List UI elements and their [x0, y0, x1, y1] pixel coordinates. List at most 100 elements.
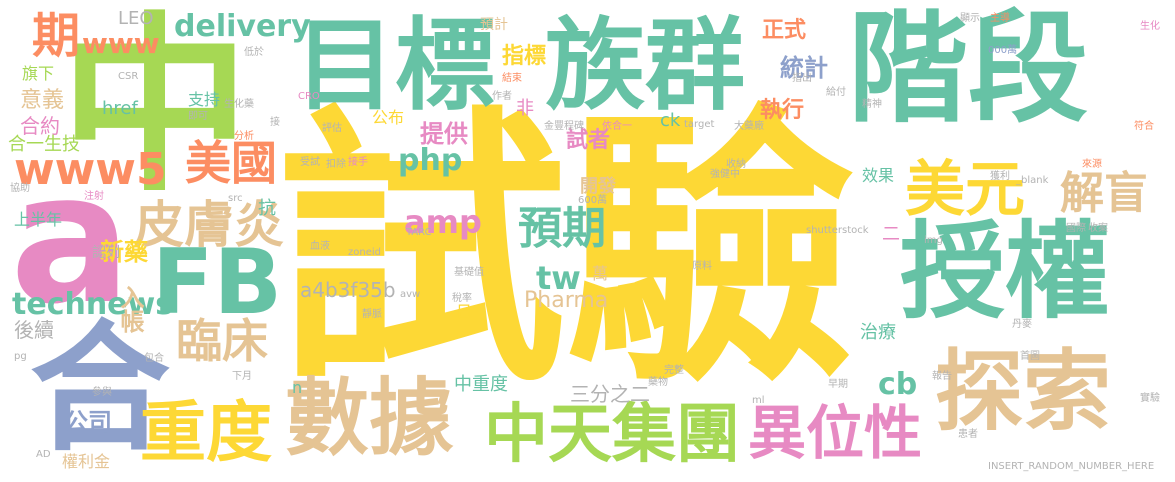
- word-he-yi-sheng-ji: 合一生技: [8, 134, 80, 155]
- word-src: src: [228, 193, 243, 204]
- word-kai-fa: 開發: [580, 176, 616, 197]
- word-img: img: [924, 235, 943, 246]
- word-shang-ban-nian: 上半年: [14, 210, 63, 229]
- word-yi-wei-xing: 異位性: [748, 399, 923, 467]
- word-zhong-zhong-du: 中重度: [454, 374, 508, 395]
- word-huan-zhe: 患者: [958, 429, 978, 440]
- word-hou-xu: 後續: [14, 318, 54, 342]
- word-ri: 日: [456, 302, 473, 321]
- word-zhu-she: 注射: [84, 191, 104, 202]
- word-zoneid: zoneid: [348, 247, 381, 258]
- word-huo-li: 獲利: [990, 171, 1010, 182]
- word-bao-gao: 報告: [932, 371, 952, 382]
- word-tw: tw: [536, 259, 581, 297]
- word-dan-mai: 丹麥: [1012, 319, 1032, 330]
- word-pi-fu-yan: 皮膚炎: [134, 196, 284, 254]
- word-xian-shi: 顯示: [960, 13, 980, 24]
- word-qi: 期: [32, 8, 81, 64]
- word-tarc: TARC: [406, 227, 432, 238]
- word-fb: FB: [152, 230, 283, 335]
- word-jie-shu: 結束: [502, 73, 522, 84]
- word-zhi-chi: 支持: [188, 90, 221, 109]
- word-zhu-dao: 主導: [990, 13, 1010, 24]
- word-xue-ye: 血液: [310, 241, 330, 252]
- word-shi-yan-2: 實驗: [1140, 393, 1160, 404]
- word-shutterstock: shutterstock: [806, 225, 869, 236]
- word-jie-mang: 解盲: [1060, 168, 1148, 219]
- word-a4b3f35b: a4b3f35b: [300, 278, 396, 302]
- word-www5: www5: [14, 144, 167, 195]
- word-guo-ji: 國際: [1066, 223, 1086, 234]
- word-zhi-biao: 指標: [502, 44, 547, 69]
- word-zhi-xing: 執行: [760, 98, 805, 123]
- word-can-yu: 參與: [92, 387, 112, 398]
- word-leo: LEO: [118, 8, 154, 29]
- word-zheng-shi: 正式: [762, 18, 807, 43]
- word-insert: INSERT_RANDOM_NUMBER_HERE: [988, 461, 1155, 472]
- word-pg: pg: [14, 351, 27, 362]
- word-xin-yao: 新藥: [100, 238, 148, 266]
- word-600-wan: 600萬: [578, 195, 608, 206]
- word-zu-qun: 族群: [545, 7, 745, 124]
- word-quan-li-jin: 權利金: [62, 452, 111, 471]
- word-yao-wu: 藥物: [648, 377, 668, 388]
- word-shou-shi: 受試: [300, 157, 320, 168]
- word-mei-yuan: 美元: [905, 155, 1025, 225]
- word-yu-ji: 預計: [480, 17, 508, 33]
- word-he-yue: 合約: [20, 114, 60, 138]
- word-cb: cb: [878, 367, 918, 402]
- word-shi-zhe: 試者: [566, 128, 611, 153]
- word-cro: CRO: [298, 91, 320, 102]
- word-kou-chu: 扣除: [326, 159, 346, 170]
- word-jin-feng: 金豐程碑: [544, 121, 584, 132]
- word-fei: 非: [516, 98, 534, 119]
- word-jing-mai: 靜脈: [362, 309, 382, 320]
- word-blank: _blank: [1016, 175, 1049, 186]
- word-yu-qi: 預期: [518, 203, 606, 254]
- word-xie-zhu: 協助: [10, 183, 30, 194]
- word-shu-ju: 數據: [285, 369, 454, 467]
- word-gong-si: 公司: [64, 408, 112, 436]
- word-xiao-guo: 效果: [862, 166, 895, 185]
- word-sheng-hua: 生化: [1140, 21, 1160, 32]
- word-ml: ml: [752, 395, 765, 406]
- word-gong-bu: 公布: [372, 108, 405, 127]
- word-jie: 接: [270, 117, 280, 128]
- word-wan-zheng: 完整: [664, 365, 684, 376]
- word-zhi-chu: 指出: [792, 73, 812, 84]
- word-fen-xi: 分析: [234, 131, 254, 142]
- word-shui-lv: 稅率: [452, 293, 472, 304]
- word-ji-chu-zhi: 基礎值: [454, 267, 484, 278]
- word-zao-qi: 早期: [828, 379, 848, 390]
- word-shou-tu: 首圖: [1020, 351, 1040, 362]
- word-mei-guo: 美國: [185, 136, 277, 190]
- word-gei-fu: 給付: [826, 87, 846, 98]
- word-delivery: delivery: [174, 9, 311, 44]
- word-shou-quan: 授權: [900, 211, 1111, 333]
- word-n: n: [292, 378, 303, 397]
- word-shi-yan: 試驗: [276, 84, 856, 421]
- word-ck: ck: [660, 110, 681, 131]
- word-mu-biao: 目標: [295, 7, 495, 124]
- word-fu-he: 符合: [1134, 121, 1154, 132]
- word-xia-yue: 下月: [232, 371, 252, 382]
- word-tan-suo: 探索: [935, 340, 1112, 443]
- word-href: href: [102, 98, 138, 119]
- word-zhong-du: 重度: [140, 394, 272, 471]
- word-sheng-hua-yao: 生化藥: [224, 99, 254, 110]
- word-kang: 抗: [258, 198, 276, 219]
- word-jie-shou: 接手: [348, 157, 368, 168]
- word-zuo-zhe: 作者: [492, 91, 512, 102]
- word-qiang-jian: 強健中: [710, 169, 740, 180]
- word-amp: amp: [404, 203, 482, 241]
- word-yi-yi: 意義: [20, 88, 65, 113]
- word-zhi-liao: 治療: [860, 322, 896, 343]
- word-ru-zhang: 入帳: [116, 285, 144, 333]
- word-lai-yuan: 來源: [1082, 159, 1102, 170]
- word-zhong: 中: [60, 0, 251, 217]
- word-lin-chuang: 臨床: [176, 314, 268, 368]
- word-a: a: [10, 135, 132, 344]
- word-php: php: [398, 143, 463, 178]
- word-zhong-tian: 中天集團: [484, 398, 740, 472]
